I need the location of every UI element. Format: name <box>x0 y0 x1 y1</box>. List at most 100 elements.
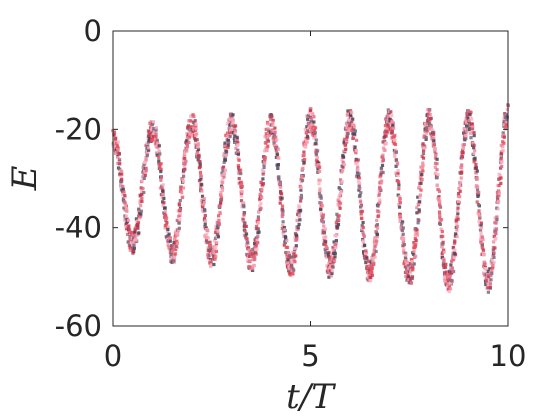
data-point <box>199 185 203 190</box>
data-point <box>372 247 377 251</box>
data-point <box>280 204 285 208</box>
data-point <box>151 138 155 142</box>
data-point <box>322 231 327 235</box>
data-point <box>210 263 214 267</box>
data-point <box>196 142 200 146</box>
data-point <box>489 278 493 282</box>
data-point <box>337 204 341 208</box>
data-point <box>280 226 284 231</box>
data-point <box>281 220 285 224</box>
data-point <box>273 126 277 130</box>
data-point <box>422 146 426 150</box>
data-point <box>469 136 473 140</box>
data-point <box>193 142 197 146</box>
data-point <box>381 153 385 157</box>
data-point <box>125 207 129 211</box>
data-point <box>338 206 342 210</box>
data-point <box>151 121 155 125</box>
data-point <box>225 122 230 126</box>
data-point <box>116 140 120 144</box>
data-point <box>492 255 496 259</box>
data-point <box>425 125 429 129</box>
data-point <box>386 115 390 120</box>
data-point <box>216 225 220 229</box>
data-point <box>262 165 266 169</box>
data-point <box>276 147 280 151</box>
data-point <box>459 180 463 184</box>
data-point <box>420 178 424 182</box>
data-point <box>137 207 141 211</box>
data-point <box>402 251 406 255</box>
data-point <box>306 113 310 118</box>
data-point <box>198 162 202 166</box>
data-point <box>350 119 354 123</box>
data-point <box>382 140 387 144</box>
data-point <box>193 138 198 142</box>
data-point <box>243 221 247 225</box>
data-point <box>451 245 455 250</box>
data-point <box>271 123 275 127</box>
data-point <box>278 196 282 200</box>
data-point <box>214 254 218 258</box>
data-point <box>206 228 210 232</box>
data-point <box>492 240 496 244</box>
data-point <box>461 148 465 152</box>
data-point <box>159 175 163 179</box>
data-point <box>340 158 344 162</box>
data-point <box>437 195 441 199</box>
data-point <box>277 182 281 186</box>
data-point <box>432 132 436 136</box>
data-point <box>125 221 129 225</box>
data-point <box>159 162 163 166</box>
data-point <box>495 215 499 219</box>
data-point <box>250 249 254 254</box>
data-point <box>203 209 207 213</box>
data-point <box>298 218 302 222</box>
data-point <box>336 222 341 227</box>
data-point <box>438 216 442 220</box>
data-point <box>223 143 227 147</box>
data-point <box>497 199 501 204</box>
data-point <box>265 148 269 152</box>
data-point <box>389 110 393 114</box>
data-point <box>136 221 141 225</box>
data-point <box>460 151 464 155</box>
data-point <box>490 268 494 272</box>
data-point <box>396 180 401 184</box>
x-axis-label: t/T <box>286 377 336 417</box>
data-point <box>402 237 406 241</box>
data-point <box>481 246 485 250</box>
data-point <box>218 204 222 208</box>
data-point <box>236 141 240 145</box>
data-point <box>486 286 490 290</box>
data-point <box>194 145 198 149</box>
data-point <box>180 195 184 200</box>
data-point <box>471 125 475 129</box>
data-point <box>186 126 190 130</box>
data-point <box>475 176 479 180</box>
data-point <box>385 131 389 135</box>
data-point <box>274 135 278 139</box>
data-point <box>494 231 498 235</box>
data-point <box>148 136 152 141</box>
data-point <box>212 262 216 267</box>
data-point <box>139 212 143 216</box>
data-point <box>223 158 228 162</box>
data-point <box>134 238 138 242</box>
data-point <box>432 143 436 147</box>
data-point <box>354 151 358 155</box>
data-point <box>139 186 143 190</box>
data-point <box>213 236 218 240</box>
data-point <box>239 199 244 203</box>
data-point <box>424 135 428 139</box>
data-point <box>181 178 185 182</box>
data-point <box>288 261 292 265</box>
data-point <box>183 162 187 166</box>
data-point <box>159 170 163 174</box>
data-point <box>294 234 299 238</box>
data-point <box>263 156 267 160</box>
data-point <box>190 126 194 130</box>
data-point <box>172 243 176 247</box>
data-point <box>373 241 377 245</box>
data-point <box>213 251 217 255</box>
